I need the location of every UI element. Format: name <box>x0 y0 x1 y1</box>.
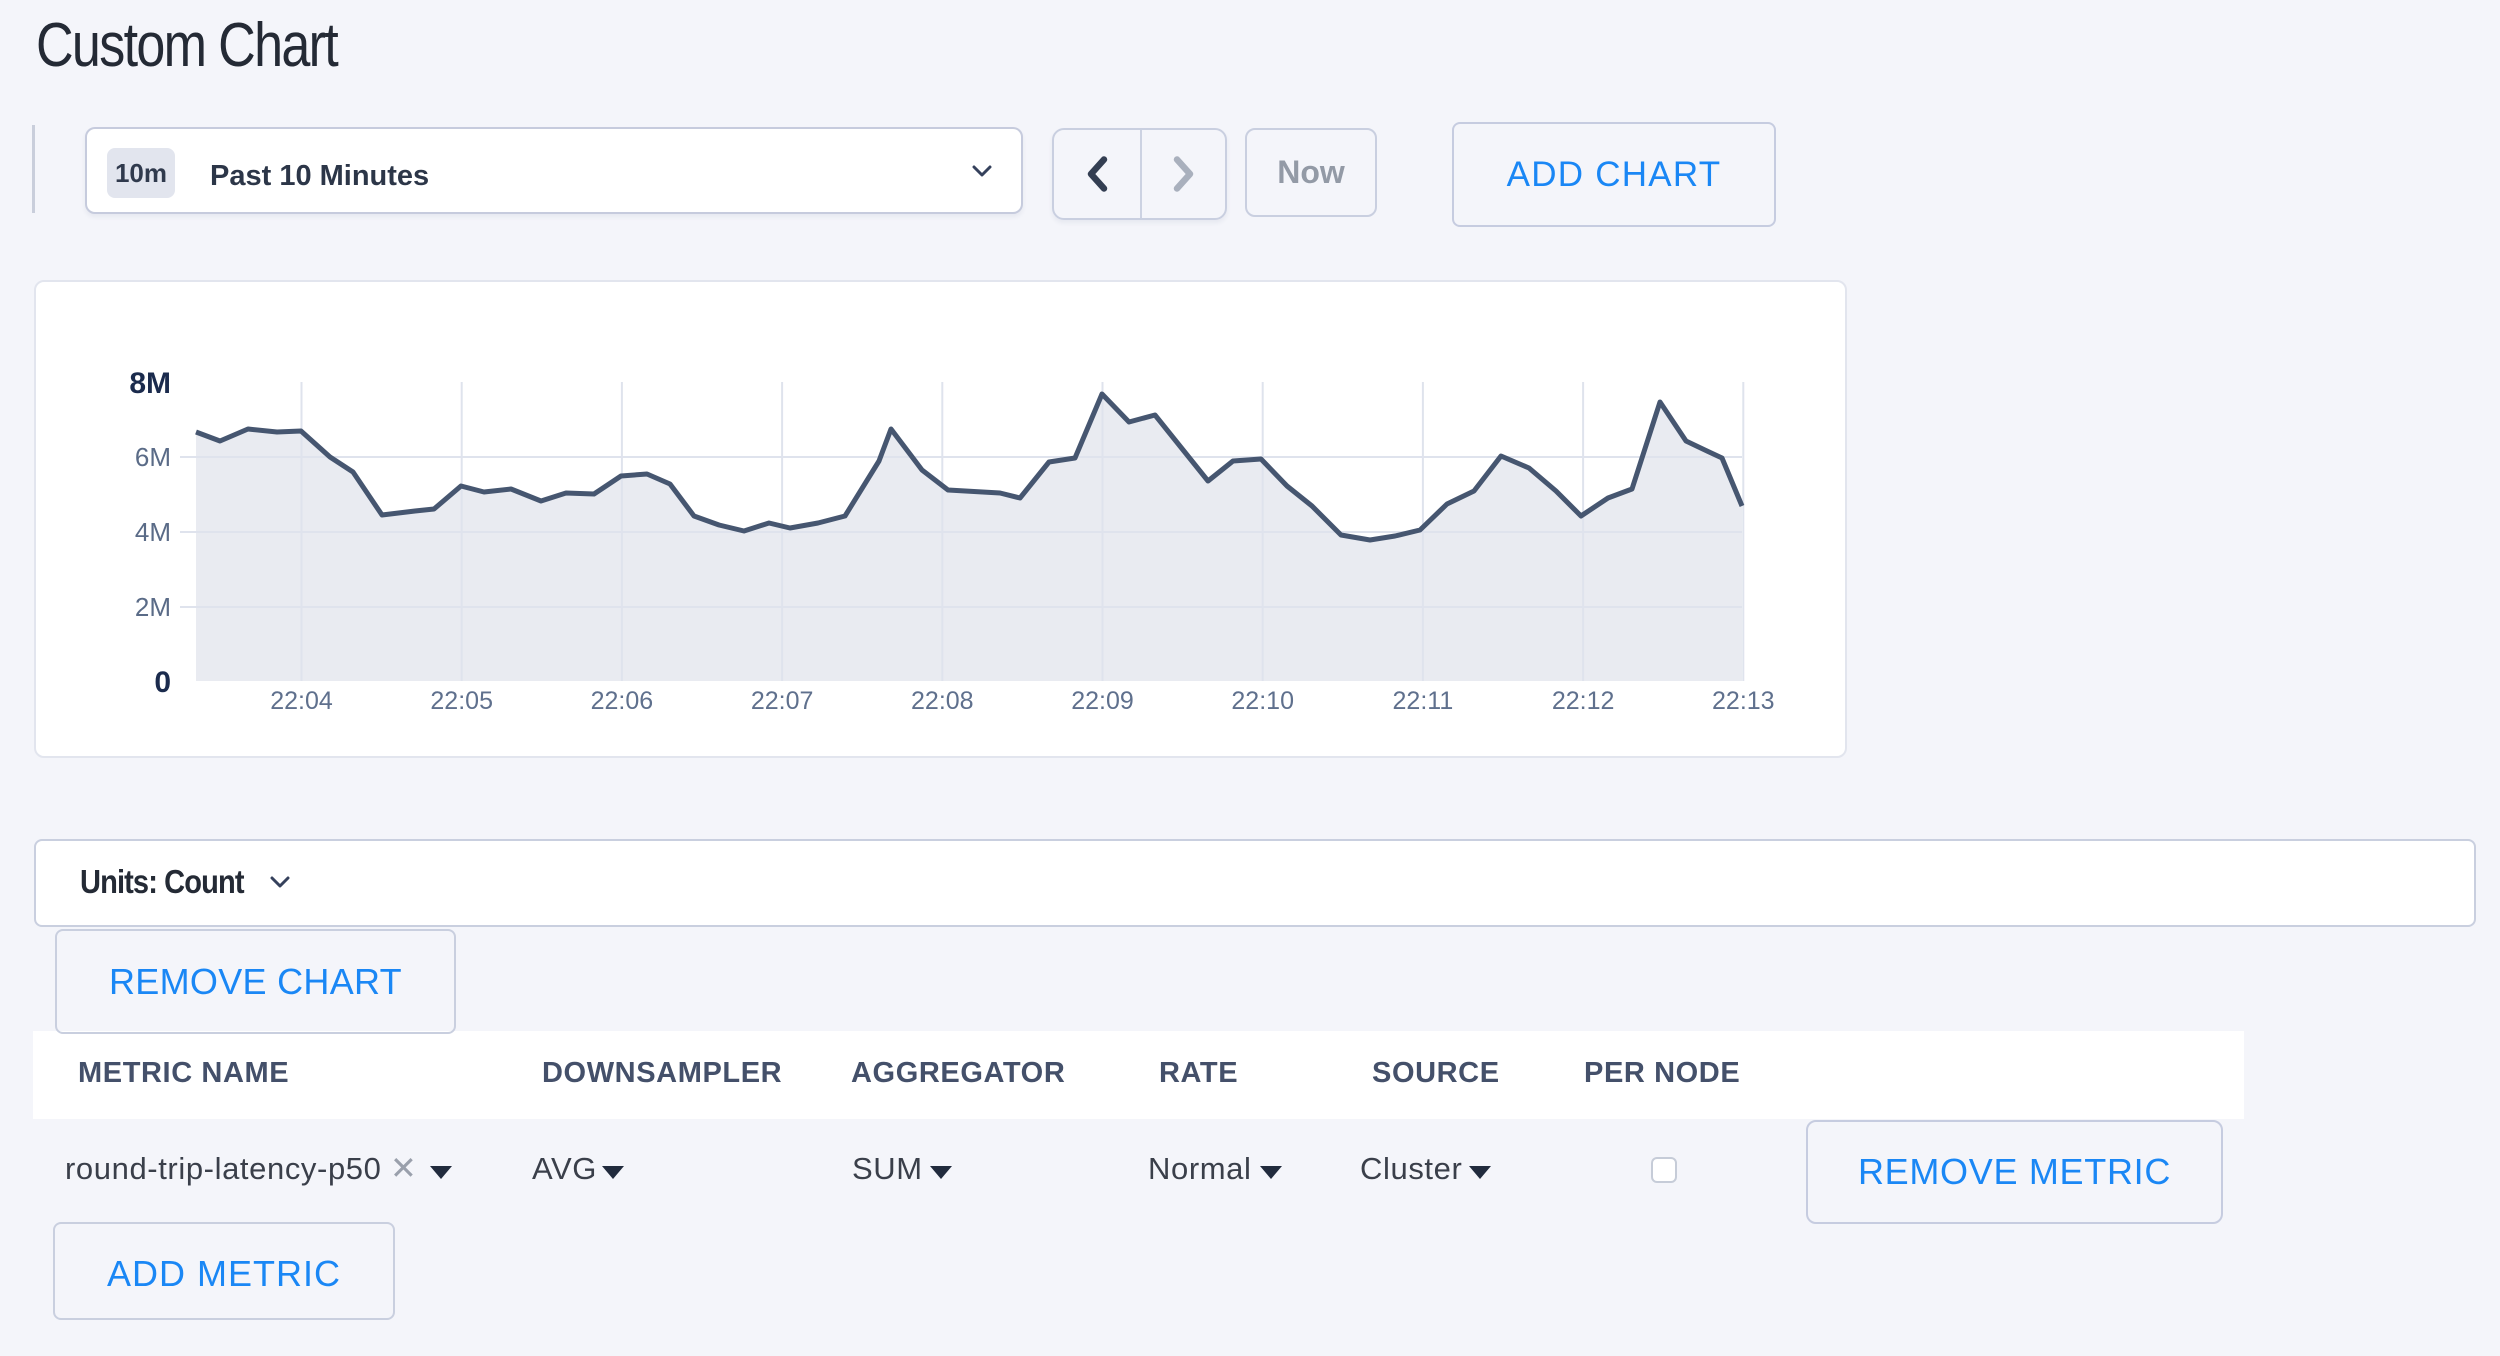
svg-text:22:05: 22:05 <box>430 687 493 715</box>
svg-text:0: 0 <box>154 666 171 699</box>
svg-text:22:08: 22:08 <box>911 687 974 715</box>
svg-text:22:06: 22:06 <box>591 687 654 715</box>
svg-text:22:10: 22:10 <box>1231 687 1294 715</box>
svg-text:22:11: 22:11 <box>1393 687 1454 715</box>
svg-text:22:04: 22:04 <box>270 687 333 715</box>
svg-text:2M: 2M <box>135 592 171 622</box>
svg-text:22:07: 22:07 <box>751 687 814 715</box>
svg-text:22:09: 22:09 <box>1071 687 1134 715</box>
svg-text:22:13: 22:13 <box>1712 687 1775 715</box>
svg-text:8M: 8M <box>129 367 171 400</box>
svg-text:4M: 4M <box>135 517 171 547</box>
svg-text:22:12: 22:12 <box>1552 687 1615 715</box>
svg-text:6M: 6M <box>135 442 171 472</box>
